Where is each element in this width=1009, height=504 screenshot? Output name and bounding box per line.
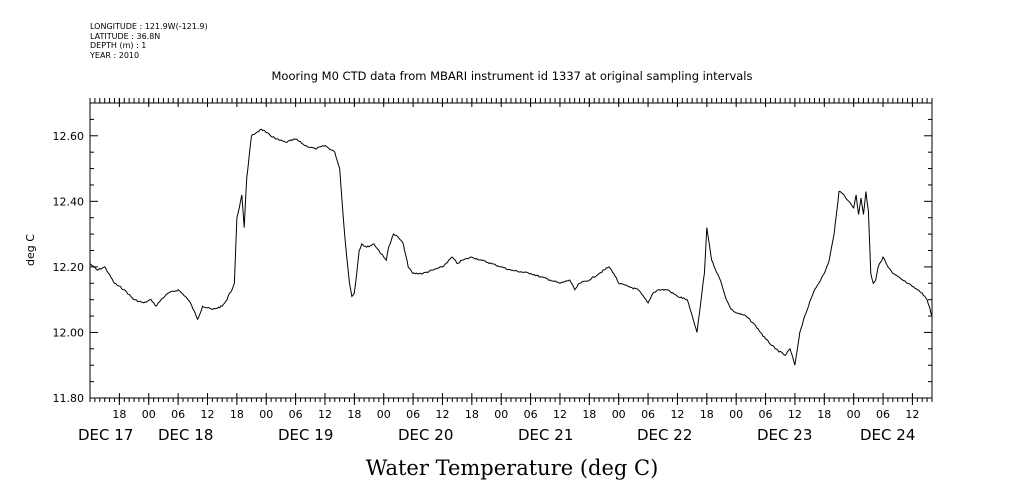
meta-depth: DEPTH (m) : 1 — [90, 41, 147, 50]
x-hour-tick-label: 06 — [759, 408, 773, 421]
x-day-label: DEC 19 — [278, 426, 333, 444]
x-hour-tick-label: 06 — [641, 408, 655, 421]
x-hour-tick-label: 12 — [670, 408, 684, 421]
meta-longitude: LONGITUDE : 121.9W(-121.9) — [90, 22, 208, 31]
x-hour-tick-label: 12 — [435, 408, 449, 421]
x-day-label: DEC 21 — [518, 426, 573, 444]
x-day-label: DEC 23 — [757, 426, 812, 444]
x-hour-tick-label: 18 — [230, 408, 244, 421]
x-hour-tick-label: 00 — [142, 408, 156, 421]
x-hour-tick-label: 06 — [876, 408, 890, 421]
x-hour-tick-label: 00 — [259, 408, 273, 421]
x-hour-tick-label: 06 — [406, 408, 420, 421]
x-hour-tick-label: 18 — [582, 408, 596, 421]
meta-year: YEAR : 2010 — [90, 50, 140, 60]
x-day-label: DEC 20 — [398, 426, 453, 444]
x-day-label: DEC 24 — [860, 426, 915, 444]
x-hour-tick-label: 00 — [377, 408, 391, 421]
x-day-label: DEC 17 — [78, 426, 133, 444]
x-hour-tick-label: 00 — [847, 408, 861, 421]
x-hour-tick-label: 06 — [289, 408, 303, 421]
x-hour-tick-label: 12 — [200, 408, 214, 421]
x-hour-tick-label: 12 — [788, 408, 802, 421]
y-tick-label: 12.00 — [53, 326, 85, 339]
y-tick-label: 11.80 — [53, 392, 85, 405]
x-hour-tick-label: 12 — [553, 408, 567, 421]
metadata-block: LONGITUDE : 121.9W(-121.9) LATITUDE : 36… — [90, 22, 208, 60]
x-hour-tick-label: 06 — [524, 408, 538, 421]
y-tick-label: 12.40 — [53, 195, 85, 208]
chart-title: Mooring M0 CTD data from MBARI instrumen… — [272, 69, 753, 83]
x-hour-tick-label: 00 — [729, 408, 743, 421]
plot-frame — [89, 102, 933, 399]
x-hour-tick-label: 00 — [612, 408, 626, 421]
y-axis-label: deg C — [24, 234, 37, 266]
x-day-label: DEC 18 — [158, 426, 213, 444]
x-hour-tick-label: 18 — [465, 408, 479, 421]
x-hour-tick-label: 18 — [817, 408, 831, 421]
x-hour-tick-label: 00 — [494, 408, 508, 421]
temperature-series-line — [89, 128, 933, 366]
x-hour-tick-label: 18 — [700, 408, 714, 421]
meta-latitude: LATITUDE : 36.8N — [90, 31, 161, 41]
x-hour-tick-label: 12 — [318, 408, 332, 421]
x-day-label: DEC 22 — [637, 426, 692, 444]
y-tick-label: 12.20 — [53, 261, 85, 274]
x-hour-tick-label: 06 — [171, 408, 185, 421]
x-hour-tick-label: 18 — [347, 408, 361, 421]
y-tick-label: 12.60 — [53, 130, 85, 143]
x-axis-label: Water Temperature (deg C) — [366, 456, 659, 480]
x-hour-tick-label: 12 — [905, 408, 919, 421]
x-hour-tick-label: 18 — [112, 408, 126, 421]
